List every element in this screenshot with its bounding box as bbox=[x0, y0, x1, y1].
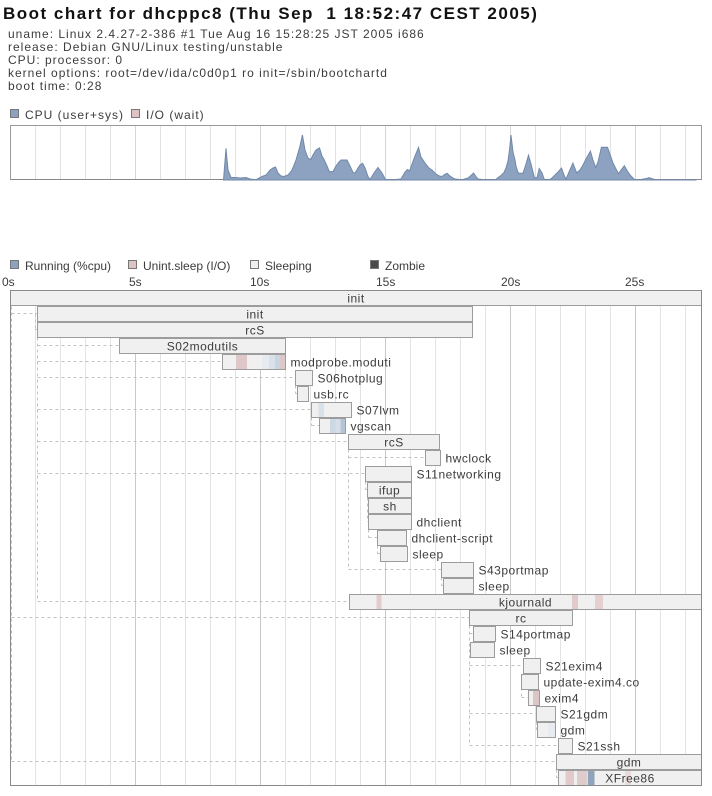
svg-text:sleep: sleep bbox=[500, 644, 531, 658]
svg-text:S21gdm: S21gdm bbox=[561, 708, 609, 722]
svg-text:S06hotplug: S06hotplug bbox=[318, 372, 384, 386]
svg-text:S14portmap: S14portmap bbox=[501, 628, 571, 642]
svg-text:rcS: rcS bbox=[384, 436, 404, 450]
svg-text:dhclient: dhclient bbox=[417, 516, 463, 530]
svg-text:rcS: rcS bbox=[245, 324, 265, 338]
svg-text:dhclient-script: dhclient-script bbox=[412, 532, 494, 546]
svg-text:vgscan: vgscan bbox=[351, 420, 392, 434]
svg-text:kjournald: kjournald bbox=[499, 596, 552, 610]
svg-text:S43portmap: S43portmap bbox=[479, 564, 549, 578]
svg-text:rc: rc bbox=[516, 612, 527, 626]
svg-text:S21exim4: S21exim4 bbox=[546, 660, 603, 674]
svg-text:ifup: ifup bbox=[379, 484, 400, 498]
svg-text:S21ssh: S21ssh bbox=[578, 740, 621, 754]
svg-text:sleep: sleep bbox=[413, 548, 444, 562]
svg-text:gdm: gdm bbox=[617, 756, 642, 770]
svg-text:init: init bbox=[246, 308, 264, 322]
svg-text:init: init bbox=[347, 292, 365, 306]
svg-text:sleep: sleep bbox=[479, 580, 510, 594]
svg-text:gdm: gdm bbox=[561, 724, 586, 738]
svg-text:hwclock: hwclock bbox=[446, 452, 493, 466]
svg-text:S02modutils: S02modutils bbox=[167, 340, 239, 354]
svg-text:modprobe.moduti: modprobe.moduti bbox=[291, 356, 392, 370]
svg-text:update-exim4.co: update-exim4.co bbox=[544, 676, 640, 690]
svg-text:exim4: exim4 bbox=[545, 692, 580, 706]
svg-text:S07lvm: S07lvm bbox=[357, 404, 400, 418]
svg-text:sh: sh bbox=[383, 500, 397, 514]
svg-text:S11networking: S11networking bbox=[417, 468, 502, 482]
svg-text:usb.rc: usb.rc bbox=[314, 388, 350, 402]
svg-text:XFree86: XFree86 bbox=[605, 772, 655, 786]
